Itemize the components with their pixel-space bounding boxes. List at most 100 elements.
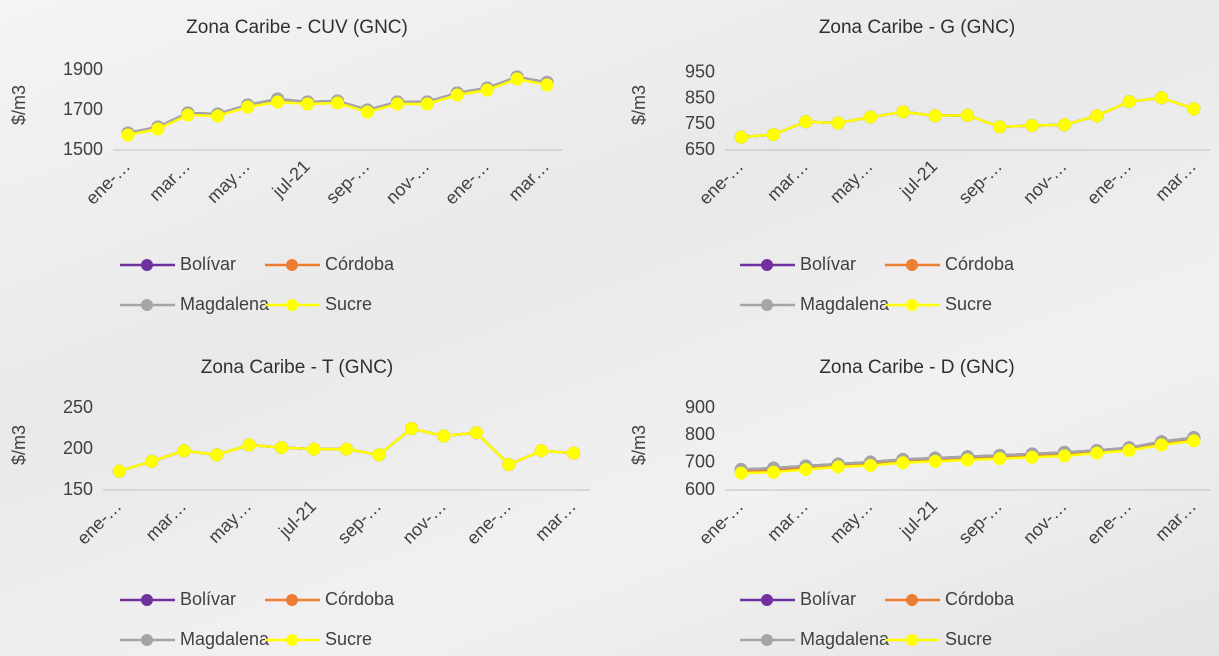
x-tick-label: nov-…: [1019, 156, 1071, 208]
legend-label: Magdalena: [800, 294, 890, 314]
x-tick-label: ene-…: [463, 496, 515, 548]
y-tick-label: 1700: [63, 99, 103, 119]
point: [1090, 109, 1104, 123]
point: [767, 128, 780, 142]
x-tick-label: nov-…: [398, 496, 450, 548]
legend-label: Córdoba: [945, 254, 1015, 274]
point: [534, 444, 548, 458]
point: [151, 122, 165, 136]
legend-label: Bolívar: [800, 589, 856, 609]
point: [1187, 102, 1201, 116]
legend-marker: [906, 594, 918, 606]
legend-label: Magdalena: [180, 629, 270, 649]
x-tick-label: sep-…: [954, 156, 1006, 208]
legend-marker: [286, 634, 298, 646]
chart-title: Zona Caribe - CUV (GNC): [186, 17, 408, 38]
legend-label: Córdoba: [945, 589, 1015, 609]
point: [928, 109, 942, 123]
legend-marker: [761, 259, 773, 271]
legend-marker: [761, 299, 773, 311]
point: [864, 110, 877, 124]
point: [1058, 118, 1071, 132]
point: [372, 448, 386, 462]
point: [831, 116, 845, 130]
chart-title: Zona Caribe - G (GNC): [819, 17, 1015, 38]
point: [121, 128, 135, 142]
point: [993, 120, 1007, 134]
x-tick-label: nov-…: [382, 156, 434, 208]
point: [799, 463, 813, 477]
legend-label: Córdoba: [325, 254, 395, 274]
chart-title: Zona Caribe - T (GNC): [201, 357, 394, 378]
x-tick-label: ene-…: [1083, 156, 1135, 208]
x-tick-label: ene-…: [73, 496, 125, 548]
point: [864, 458, 877, 472]
y-tick-label: 1900: [63, 59, 103, 79]
point: [275, 440, 289, 454]
point: [1155, 438, 1168, 452]
y-tick-label: 200: [63, 438, 93, 458]
point: [567, 446, 581, 460]
point: [390, 97, 404, 111]
x-tick-label: ene-…: [1083, 496, 1135, 548]
legend-marker: [141, 634, 153, 646]
x-tick-label: ene-…: [695, 496, 747, 548]
legend-marker: [906, 259, 918, 271]
point: [928, 454, 942, 468]
point: [896, 105, 910, 119]
x-tick-label: mar…: [531, 496, 580, 545]
x-tick-label: may…: [204, 496, 255, 547]
legend-label: Bolívar: [800, 254, 856, 274]
y-axis-label: $/m3: [629, 425, 649, 465]
x-tick-label: mar…: [1151, 496, 1200, 545]
legend-label: Magdalena: [800, 629, 890, 649]
legend-marker: [286, 299, 298, 311]
point: [210, 448, 224, 462]
point: [420, 97, 434, 111]
y-axis-label: $/m3: [629, 85, 649, 125]
x-tick-label: jul-21: [895, 156, 941, 202]
x-tick-label: mar…: [145, 156, 194, 205]
point: [831, 460, 845, 474]
legend-marker: [286, 594, 298, 606]
point: [181, 108, 195, 122]
x-tick-label: jul-21: [895, 496, 941, 542]
point: [404, 422, 418, 436]
x-tick-label: mar…: [1151, 156, 1200, 205]
point: [799, 115, 813, 129]
point: [993, 452, 1007, 466]
x-tick-label: mar…: [763, 156, 812, 205]
legend-marker: [761, 634, 773, 646]
point: [241, 100, 255, 114]
point: [734, 466, 748, 480]
y-tick-label: 850: [685, 87, 715, 107]
point: [177, 444, 191, 458]
x-tick-label: jul-21: [268, 156, 314, 202]
x-tick-label: mar…: [504, 156, 553, 205]
point: [242, 438, 256, 452]
legend-marker: [141, 259, 153, 271]
x-tick-label: nov-…: [1019, 496, 1071, 548]
x-tick-label: may…: [826, 496, 877, 547]
x-tick-label: sep-…: [334, 496, 386, 548]
point: [480, 83, 494, 97]
y-tick-label: 650: [685, 139, 715, 159]
x-tick-label: sep-…: [954, 496, 1006, 548]
legend-marker: [761, 594, 773, 606]
x-tick-label: may…: [826, 156, 877, 207]
legend-label: Córdoba: [325, 589, 395, 609]
point: [1187, 434, 1201, 448]
legend-label: Bolívar: [180, 254, 236, 274]
legend-label: Bolívar: [180, 589, 236, 609]
y-tick-label: 750: [685, 113, 715, 133]
point: [331, 96, 344, 110]
point: [271, 95, 285, 109]
legend-marker: [141, 594, 153, 606]
point: [340, 442, 353, 456]
x-tick-label: may…: [203, 156, 254, 207]
point: [502, 458, 516, 472]
x-tick-label: ene-…: [695, 156, 747, 208]
y-tick-label: 600: [685, 479, 715, 499]
legend-marker: [906, 299, 918, 311]
x-tick-label: ene-…: [441, 156, 493, 208]
